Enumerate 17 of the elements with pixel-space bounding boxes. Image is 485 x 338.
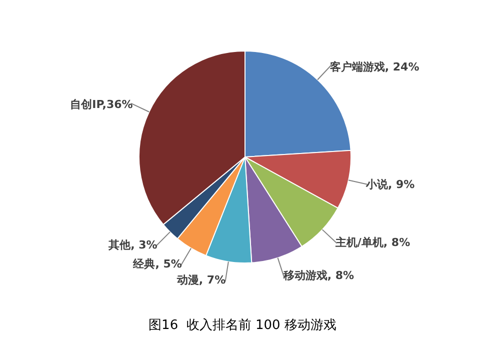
- data-label: , 8%: [327, 268, 354, 282]
- data-label: , 24%: [384, 60, 420, 74]
- slice-label: 自创IP: [70, 98, 104, 111]
- slice-label: 移动游戏: [282, 268, 328, 282]
- data-label: , 5%: [155, 257, 182, 270]
- text: 图16 收入排名前 100 移动游戏: [148, 317, 338, 334]
- slice-label: 动漫: [176, 272, 199, 286]
- data-label: , 3%: [130, 238, 158, 252]
- data-label: , 8%: [383, 235, 410, 248]
- slice-label: 小说: [365, 178, 390, 191]
- slice-label: 主机/单机: [334, 235, 384, 248]
- data-label: , 9%: [388, 178, 415, 191]
- data-label: ,36%: [102, 98, 133, 111]
- slice-label: 客户端游戏: [328, 60, 385, 74]
- data-label: , 7%: [198, 272, 226, 286]
- slice-label: 其他: [108, 238, 132, 252]
- slice-label: 经典: [132, 257, 156, 270]
